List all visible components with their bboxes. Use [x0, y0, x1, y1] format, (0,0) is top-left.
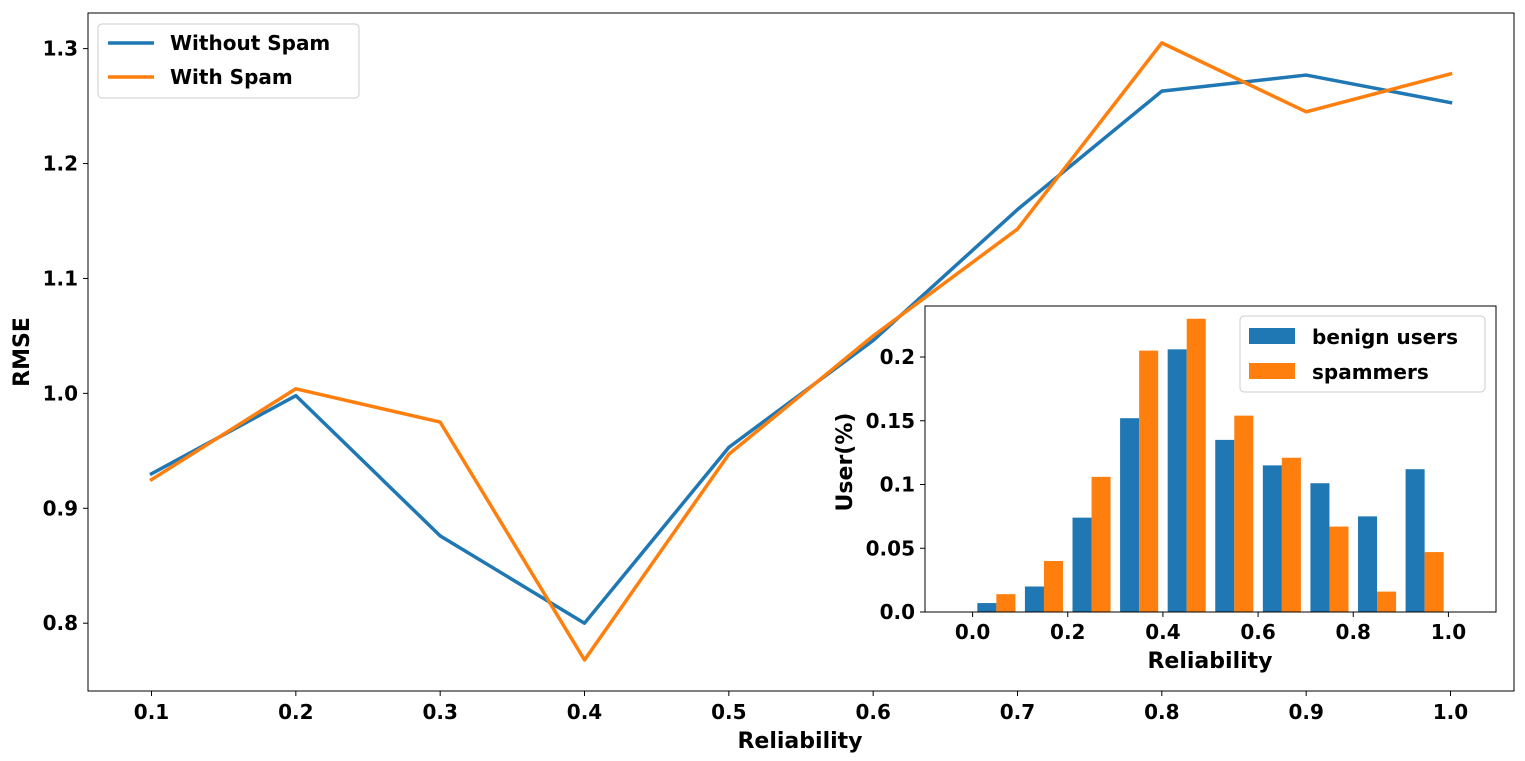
bar-benign-users: [977, 603, 997, 612]
bar-spammers: [1234, 415, 1254, 612]
inset-y-axis: 0.0 0.05 0.1 0.15 0.2: [866, 345, 925, 624]
legend-label-without-spam: Without Spam: [170, 31, 330, 55]
bar-spammers: [1186, 318, 1206, 612]
main-y-tick-label: 1.2: [43, 152, 78, 176]
main-legend-box: [97, 23, 360, 99]
main-y-axis: 0.8 0.9 1.0 1.1 1.2 1.3: [43, 37, 88, 635]
bar-spammers: [1329, 526, 1349, 612]
bar-benign-users: [1310, 483, 1330, 612]
inset-x-tick-label: 0.4: [1145, 620, 1180, 644]
main-x-tick-label: 0.4: [567, 700, 602, 724]
main-y-tick-label: 1.1: [43, 266, 78, 290]
inset-plot-frame: [924, 305, 1497, 613]
bar-spammers: [1139, 350, 1159, 612]
inset-x-tick-label: 0.0: [955, 620, 990, 644]
main-y-axis-label: RMSE: [10, 317, 35, 387]
bar-benign-users: [1215, 439, 1235, 612]
bar-spammers: [1424, 552, 1444, 612]
main-y-tick-label: 1.3: [43, 37, 78, 61]
legend-label-with-spam: With Spam: [170, 65, 293, 89]
main-y-tick-label: 0.8: [43, 611, 78, 635]
inset-y-axis-label: User(%): [833, 413, 858, 512]
inset-bar-chart: 0.0 0.2 0.4 0.6 0.8 1.0 0.0 0.05 0.1 0.15 0.2 Rel…: [833, 305, 1497, 674]
bar-benign-users: [1120, 418, 1140, 612]
main-x-tick-label: 0.1: [134, 700, 169, 724]
series-line-with-spam: [149, 41, 1453, 662]
legend-swatch-spammers: [1249, 363, 1295, 379]
inset-x-tick-label: 0.2: [1050, 620, 1085, 644]
bar-spammers: [1281, 457, 1301, 612]
bar-benign-users: [1358, 516, 1378, 612]
main-legend: Without Spam With Spam: [97, 23, 360, 99]
main-x-tick-label: 0.8: [1144, 700, 1179, 724]
bar-benign-users: [1167, 349, 1187, 612]
bar-spammers: [1091, 476, 1111, 612]
inset-x-tick-label: 0.8: [1336, 620, 1371, 644]
main-x-tick-label: 0.5: [711, 700, 746, 724]
inset-x-tick-label: 0.6: [1240, 620, 1275, 644]
bar-spammers: [1043, 561, 1063, 612]
inset-x-tick-label: 1.0: [1431, 620, 1466, 644]
main-x-axis: 0.1 0.2 0.3 0.4 0.5 0.6 0.7 0.8 0.9 1.0: [134, 691, 1468, 724]
inset-bars: [977, 318, 1444, 612]
inset-legend: benign users spammers: [1239, 315, 1486, 393]
bar-spammers: [1377, 591, 1397, 612]
bar-benign-users: [1024, 586, 1044, 612]
main-y-tick-label: 1.0: [43, 381, 78, 405]
legend-label-benign-users: benign users: [1312, 325, 1458, 349]
inset-x-axis-label: Reliability: [1147, 649, 1272, 674]
legend-label-spammers: spammers: [1312, 360, 1429, 384]
bar-spammers: [996, 594, 1016, 612]
main-series-lines: [149, 41, 1453, 662]
main-x-tick-label: 0.3: [422, 700, 457, 724]
main-x-tick-label: 0.7: [1000, 700, 1035, 724]
inset-y-tick-label: 0.05: [866, 536, 915, 560]
main-x-tick-label: 0.2: [278, 700, 313, 724]
inset-y-tick-label: 0.2: [880, 345, 915, 369]
inset-y-tick-label: 0.15: [866, 409, 915, 433]
bar-benign-users: [1405, 469, 1425, 612]
inset-y-tick-label: 0.0: [880, 600, 915, 624]
inset-legend-box: [1239, 315, 1486, 393]
main-x-tick-label: 1.0: [1433, 700, 1468, 724]
inset-y-tick-label: 0.1: [880, 473, 915, 497]
main-x-axis-label: Reliability: [737, 729, 862, 754]
main-x-tick-label: 0.6: [855, 700, 890, 724]
bar-benign-users: [1072, 517, 1092, 612]
inset-x-axis: 0.0 0.2 0.4 0.6 0.8 1.0: [955, 612, 1466, 644]
bar-benign-users: [1262, 465, 1282, 612]
main-x-tick-label: 0.9: [1288, 700, 1323, 724]
legend-swatch-benign-users: [1249, 328, 1295, 344]
main-y-tick-label: 0.9: [43, 496, 78, 520]
